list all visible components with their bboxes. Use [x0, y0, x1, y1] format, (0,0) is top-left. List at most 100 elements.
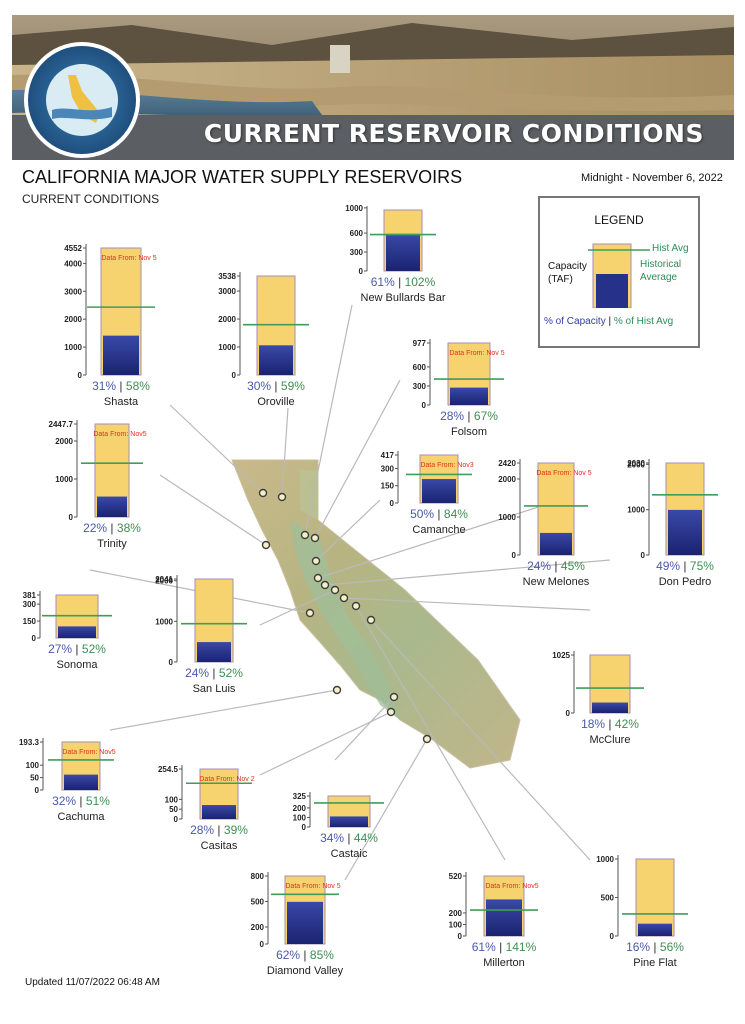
storage-bar	[197, 642, 231, 662]
marker-new-melones	[313, 573, 323, 583]
tick-label: 2000	[627, 460, 645, 469]
tick-label: 500	[601, 894, 615, 903]
marker-casitas	[386, 707, 396, 717]
storage-bar	[638, 923, 672, 936]
percent-label: 24% | 52%	[185, 666, 243, 680]
percent-label: 31% | 58%	[92, 379, 150, 393]
tick-label: 1025	[552, 651, 570, 660]
chart-trinity: 2447.7 2000 1000 0 Data From: Nov5 22% | 38% T…	[49, 420, 147, 550]
leader-line-san-luis	[259, 589, 336, 626]
tick-label: 200	[251, 923, 265, 932]
tick-label: 417	[381, 451, 395, 460]
storage-bar	[97, 496, 127, 517]
pct-capacity: 32%	[52, 794, 76, 808]
pct-hist: 42%	[615, 717, 639, 731]
percent-label: 24% | 45%	[527, 559, 585, 573]
percent-label: 22% | 38%	[83, 521, 141, 535]
percent-label: 16% | 56%	[626, 940, 684, 954]
percent-label: 30% | 59%	[247, 379, 305, 393]
tick-label: 1000	[498, 513, 516, 522]
marker-san-luis	[330, 585, 340, 595]
leader-line-mcclure	[343, 597, 591, 611]
reservoir-name: Sonoma	[57, 659, 99, 671]
tick-label: 2000	[64, 315, 82, 324]
timestamp: Midnight - November 6, 2022	[581, 172, 723, 184]
leader-line-casitas	[259, 711, 392, 776]
marker-trinity	[261, 540, 271, 550]
tick-label: 3000	[64, 287, 82, 296]
pct-capacity: 16%	[626, 940, 650, 954]
data-from-note: Data From: Nov 5	[536, 470, 591, 477]
tick-label: 1000	[345, 204, 363, 213]
chart-pine-flat: 1000 500 0 16% | 56% Pine Flat	[596, 855, 688, 969]
pct-capacity: 61%	[472, 940, 496, 954]
tick-label: 0	[35, 786, 40, 795]
tick-label: 500	[251, 898, 265, 907]
tick-label: 1000	[596, 855, 614, 864]
pct-capacity: 49%	[656, 559, 680, 573]
tick-label: 1000	[627, 506, 645, 515]
tick-label: 254.5	[158, 765, 179, 774]
tick-label: 300	[23, 600, 37, 609]
pct-hist: 102%	[405, 275, 436, 289]
tick-label: 100	[293, 813, 307, 822]
marker-pine-flat	[366, 615, 376, 625]
tick-label: 3538	[218, 272, 236, 281]
pct-hist: 58%	[126, 379, 150, 393]
legend-separator: |	[608, 316, 612, 327]
tick-label: 1000	[55, 475, 73, 484]
tick-label: 2000	[498, 475, 516, 484]
tick-label: 0	[390, 499, 395, 508]
tick-label: 100	[165, 795, 179, 804]
leader-line-pine-flat	[370, 619, 591, 861]
reservoir-name: New Melones	[523, 576, 590, 588]
leader-line-don-pedro	[324, 559, 611, 586]
storage-bar	[422, 479, 456, 503]
legend-pct-capacity: % of Capacity	[544, 316, 606, 327]
tick-label: 2030	[627, 459, 645, 468]
leader-line-castaic	[334, 696, 395, 761]
tick-label: 0	[359, 267, 364, 276]
legend-percent-key: % of Capacity | % of Hist Avg	[544, 316, 673, 327]
reservoir-name: New Bullards Bar	[361, 292, 446, 304]
percent-label: 28% | 39%	[190, 823, 248, 837]
storage-bar	[103, 335, 139, 375]
pct-hist: 39%	[224, 823, 248, 837]
tick-label: 300	[413, 382, 427, 391]
leader-lines	[89, 304, 611, 881]
reservoir-name: Shasta	[104, 396, 139, 408]
storage-bar	[668, 509, 702, 555]
pct-hist: 141%	[506, 940, 537, 954]
storage-bar	[450, 387, 488, 405]
reservoir-name: McClure	[590, 734, 631, 746]
tick-label: 0	[641, 551, 646, 560]
reservoir-name: Pine Flat	[633, 957, 676, 969]
data-from-note: Data From: Nov5	[93, 431, 146, 438]
tick-label: 300	[350, 248, 364, 257]
data-from-note: Data From: Nov3	[420, 462, 473, 469]
pct-hist: 85%	[310, 948, 334, 962]
legend-hist-avg: Hist Avg	[652, 243, 689, 254]
pct-separator: |	[395, 275, 405, 289]
percent-label: 49% | 75%	[656, 559, 714, 573]
pct-hist: 59%	[281, 379, 305, 393]
pct-separator: |	[344, 831, 354, 845]
reservoir-name: Don Pedro	[659, 576, 712, 588]
legend-title: LEGEND	[594, 213, 644, 227]
pct-capacity: 24%	[185, 666, 209, 680]
chart-diamond-valley: 800 500 200 0 Data From: Nov 5 62% | 85% Diamo…	[251, 872, 344, 977]
pct-capacity: 34%	[320, 831, 344, 845]
storage-bar	[64, 774, 98, 790]
percent-label: 18% | 42%	[581, 717, 639, 731]
tick-label: 0	[260, 940, 265, 949]
chart-new-bullards-bar: 1000 600 300 0 61% | 102% New Bullards Bar	[345, 204, 446, 304]
pct-separator: |	[650, 940, 660, 954]
leader-line-folsom	[314, 379, 401, 539]
pct-capacity: 31%	[92, 379, 116, 393]
tick-label: 50	[169, 805, 178, 814]
tick-label: 0	[232, 371, 237, 380]
marker-sonoma	[305, 608, 315, 618]
tick-label: 1000	[218, 343, 236, 352]
tick-label: 1000	[155, 617, 173, 626]
